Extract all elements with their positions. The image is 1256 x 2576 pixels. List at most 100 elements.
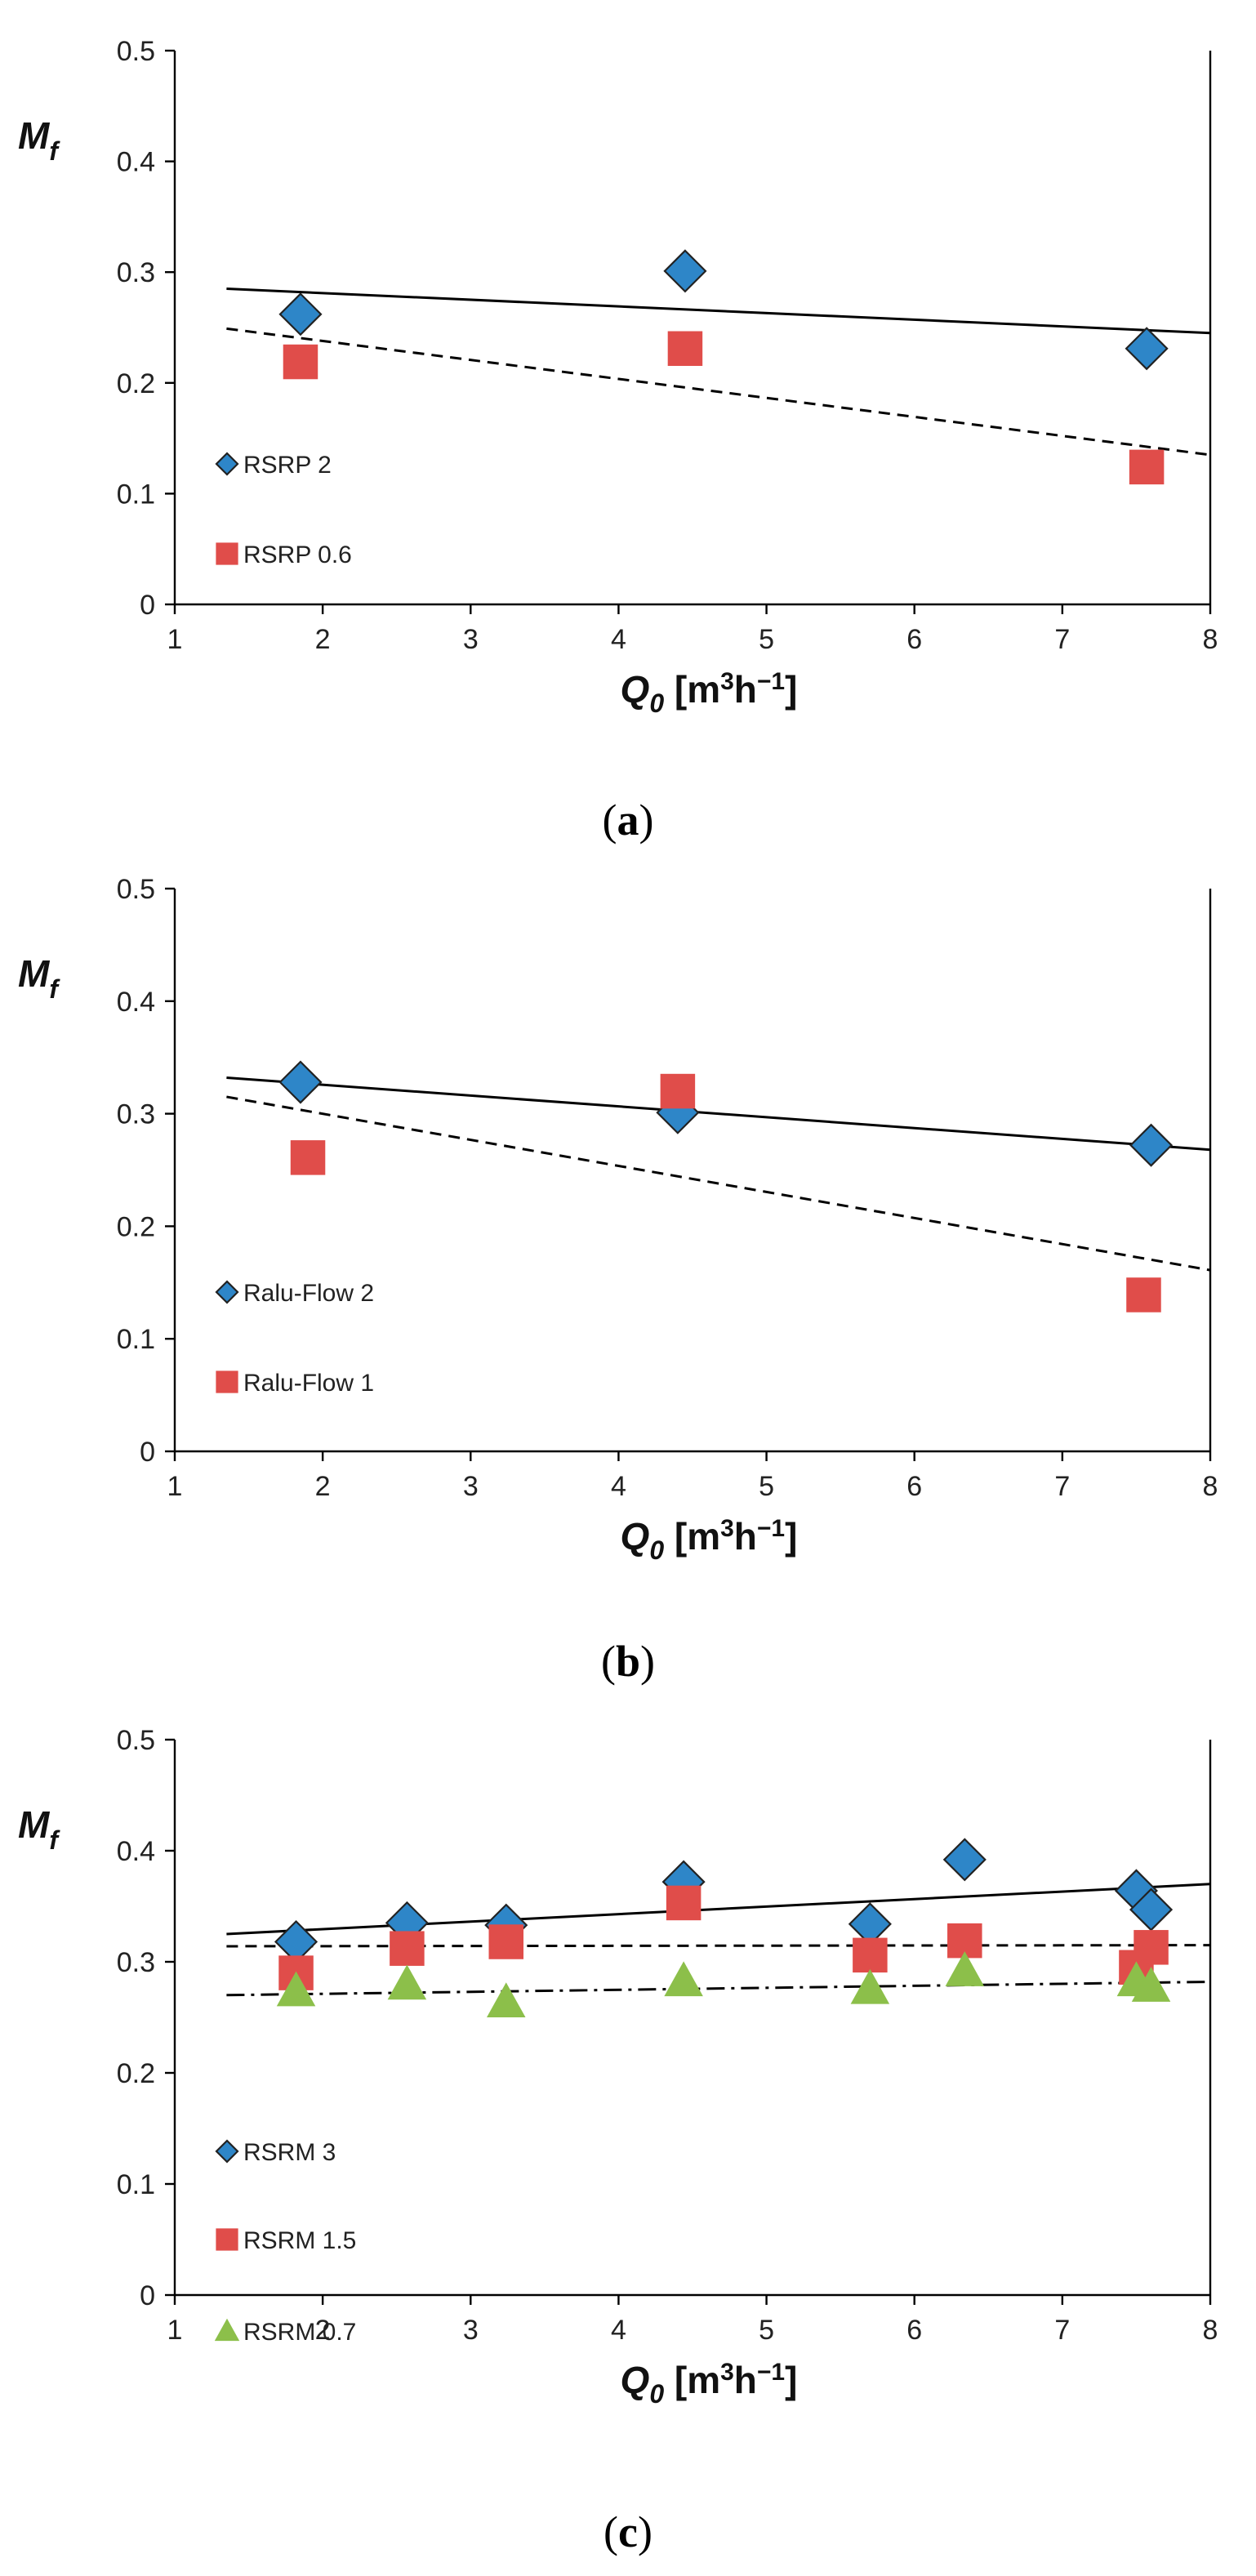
y-axis-title-sub: f (49, 1825, 60, 1855)
panel-caption: (b) (601, 1637, 655, 1686)
x-tick-label: 5 (759, 2315, 774, 2346)
data-point (1134, 1930, 1169, 1965)
x-axis-title-unit-open: [m (664, 668, 720, 711)
y-tick-label: 0 (140, 2280, 155, 2311)
x-tick-label: 4 (611, 2315, 626, 2346)
y-tick-label: 0.2 (117, 1211, 155, 1242)
x-axis-title-unit-sup2: −1 (757, 1515, 785, 1542)
y-axis-title-sub: f (49, 136, 60, 166)
x-axis-title-main: Q (621, 1515, 650, 1558)
x-axis-title-unit-close: ] (785, 1515, 797, 1558)
trend-line-3 (226, 1980, 1211, 1997)
legend-marker (215, 1280, 239, 1304)
data-point (278, 1060, 323, 1104)
x-axis-title: Q0 [m3h−1] (621, 1515, 798, 1565)
legend-label: Ralu-Flow 2 (243, 1280, 374, 1307)
data-point (663, 249, 707, 293)
data-point (390, 1931, 425, 1966)
data-point (667, 331, 703, 367)
data-point (1131, 1967, 1171, 2002)
x-axis-title-unit-sup2: −1 (757, 668, 785, 695)
x-tick-label: 6 (906, 2315, 922, 2346)
legend-marker (215, 452, 239, 476)
y-tick-label: 0.5 (117, 874, 155, 905)
x-tick-label: 2 (315, 1471, 331, 1502)
panel-caption-open: ( (603, 796, 617, 845)
x-axis-title-main: Q (621, 2359, 650, 2401)
x-tick-label: 1 (167, 624, 183, 655)
y-axis-title-sub: f (49, 974, 60, 1004)
x-axis-title-main: Q (621, 668, 650, 711)
x-axis-title: Q0 [m3h−1] (621, 2359, 798, 2409)
y-axis-title: Mf (18, 114, 60, 166)
x-axis-title-unit-sup2: −1 (757, 2359, 785, 2386)
series-3 (276, 1951, 1171, 2017)
y-tick-label: 0.1 (117, 2169, 155, 2200)
x-axis-title-unit-mid: h (734, 1515, 757, 1558)
data-point (942, 1838, 987, 1882)
legend-label: Ralu-Flow 1 (243, 1370, 374, 1397)
x-tick-label: 8 (1203, 2315, 1218, 2346)
panel-caption: (c) (604, 2507, 652, 2556)
y-tick-label: 0.5 (117, 1725, 155, 1756)
data-point (488, 1924, 524, 1959)
x-tick-label: 2 (315, 2315, 331, 2346)
trend-line-1 (226, 1883, 1211, 1936)
y-axis-title-main: M (18, 114, 51, 157)
x-tick-label: 1 (167, 2315, 183, 2346)
panel-caption-letter: c (618, 2507, 638, 2556)
x-tick-label: 7 (1054, 1471, 1070, 1502)
x-axis-title-unit-open: [m (664, 2359, 720, 2401)
x-axis-title-sub: 0 (649, 689, 664, 718)
data-point (387, 1964, 427, 2000)
x-tick-label: 2 (315, 624, 331, 655)
y-axis-title-main: M (18, 952, 51, 995)
legend-marker (215, 2139, 239, 2164)
legend-label: RSRM 3 (243, 2139, 336, 2166)
x-axis-title-unit-sup1: 3 (720, 2359, 734, 2386)
x-tick-label: 7 (1054, 624, 1070, 655)
x-axis-title-unit-mid: h (734, 2359, 757, 2401)
x-axis-title-unit-sup1: 3 (720, 1515, 734, 1542)
y-axis-title-main: M (18, 1803, 51, 1846)
panel-caption-open: ( (601, 1637, 616, 1686)
series-2 (290, 1073, 1161, 1313)
legend-marker (216, 542, 238, 565)
legend-label: RSRM 0.7 (243, 2319, 356, 2346)
x-axis-title: Q0 [m3h−1] (621, 668, 798, 718)
trend-line-2 (226, 327, 1211, 457)
y-tick-label: 0.2 (117, 2058, 155, 2089)
data-point (487, 1982, 526, 2017)
panel-caption-letter: a (617, 796, 639, 845)
y-tick-label: 0.2 (117, 368, 155, 399)
x-axis-title-unit-sup1: 3 (720, 668, 734, 695)
data-point (660, 1073, 696, 1109)
data-point (853, 1937, 888, 1973)
y-tick-label: 0.5 (117, 36, 155, 67)
y-tick-label: 0 (140, 590, 155, 621)
panel-caption-close: ) (640, 1637, 655, 1686)
data-point (1125, 327, 1169, 371)
trend-line-2 (226, 1944, 1211, 1948)
x-tick-label: 3 (463, 624, 479, 655)
panel-caption-letter: b (616, 1637, 640, 1686)
x-tick-label: 8 (1203, 624, 1218, 655)
panel-caption: (a) (603, 796, 654, 845)
trend-line-2 (226, 1095, 1211, 1272)
legend-label: RSRP 2 (243, 452, 332, 479)
x-axis-title-sub: 0 (649, 1535, 664, 1565)
y-tick-label: 0.3 (117, 1947, 155, 1978)
y-tick-label: 0.4 (117, 987, 155, 1018)
panel-caption-close: ) (638, 2507, 652, 2556)
x-axis-title-unit-open: [m (664, 1515, 720, 1558)
data-point (666, 1885, 701, 1921)
y-axis-title: Mf (18, 1803, 60, 1855)
x-tick-label: 3 (463, 1471, 479, 1502)
data-point (1129, 449, 1165, 485)
legend-marker (214, 2318, 240, 2342)
x-tick-label: 4 (611, 1471, 626, 1502)
trend-line-1 (226, 287, 1211, 335)
panel-caption-close: ) (639, 796, 654, 845)
data-point (850, 1968, 890, 2004)
